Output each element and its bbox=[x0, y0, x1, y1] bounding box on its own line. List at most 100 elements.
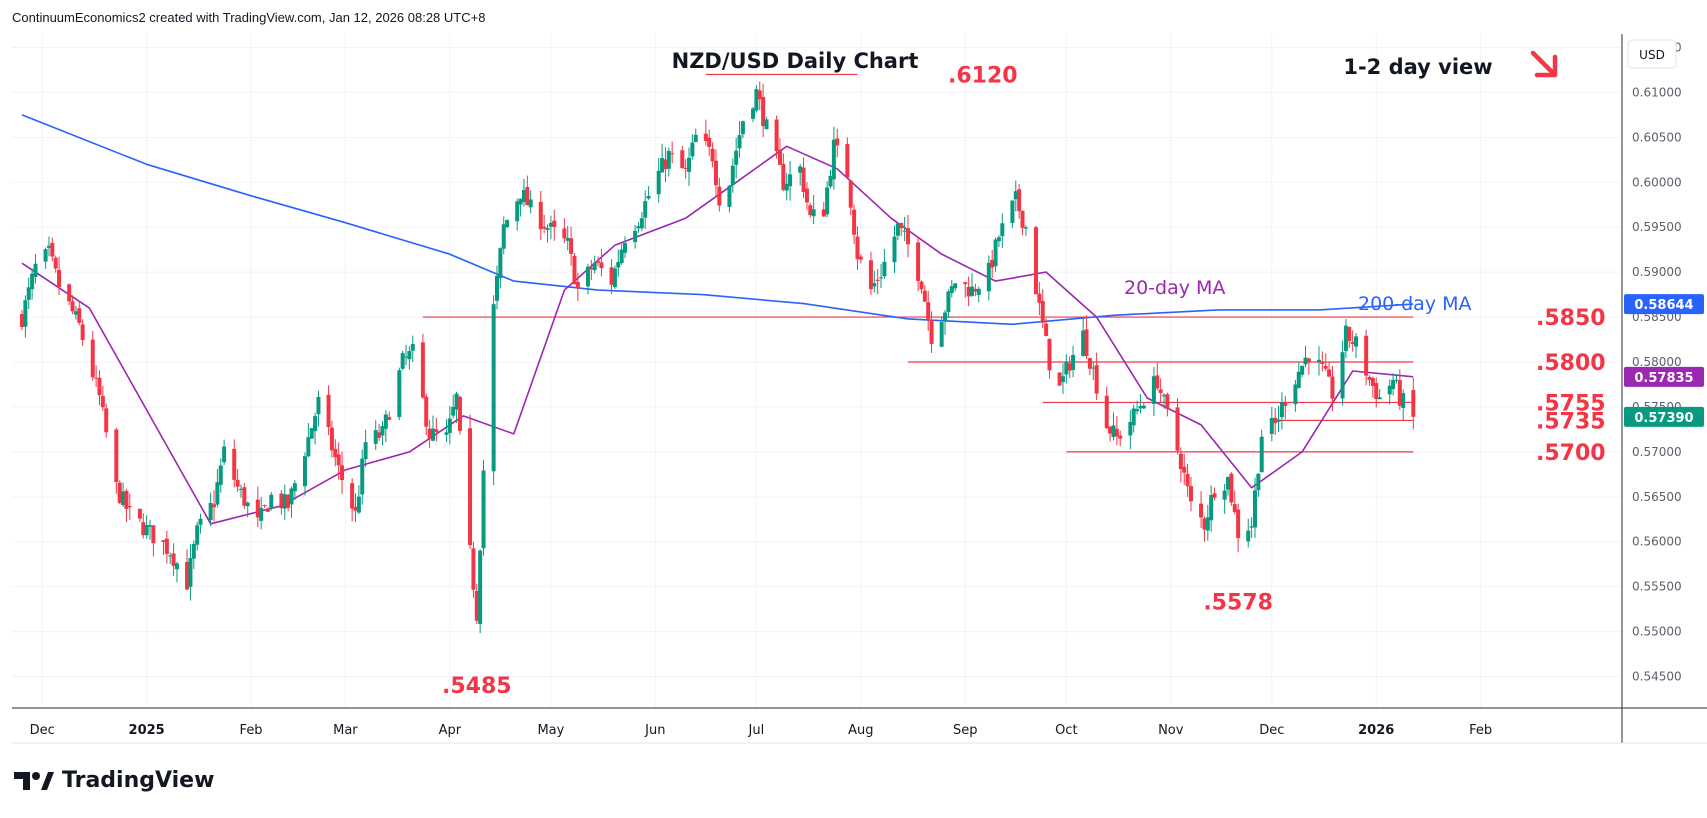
candle-body bbox=[1057, 372, 1062, 386]
candle-body bbox=[687, 157, 692, 172]
candle-body bbox=[788, 174, 793, 187]
candle-body bbox=[1397, 380, 1402, 406]
candle-body bbox=[404, 356, 409, 358]
candle-body bbox=[599, 262, 604, 269]
candle-body bbox=[1269, 418, 1274, 434]
y-tick-label: 0.59000 bbox=[1632, 265, 1682, 279]
candle-body bbox=[265, 508, 270, 512]
ma20-label: 20-day MA bbox=[1124, 277, 1225, 299]
tradingview-wordmark: TradingView bbox=[62, 768, 215, 793]
candle-body bbox=[100, 396, 105, 408]
candle-body bbox=[80, 324, 85, 340]
candle-body bbox=[740, 121, 745, 135]
candle-body bbox=[1252, 490, 1257, 528]
candle-body bbox=[289, 488, 294, 505]
candle-body bbox=[430, 428, 435, 441]
candle-body bbox=[494, 275, 499, 301]
candle-body bbox=[30, 273, 35, 290]
candle-body bbox=[1010, 200, 1015, 223]
candle-body bbox=[73, 311, 78, 315]
candle-body bbox=[680, 150, 685, 169]
candle-body bbox=[1034, 227, 1039, 295]
candle-body bbox=[831, 139, 836, 180]
candle-body bbox=[1323, 365, 1328, 369]
support-resistance-levels: .6120 .5850 .5800 .5755.5735 .5700 bbox=[422, 63, 1606, 466]
x-tick-label: Aug bbox=[848, 723, 873, 738]
candle-body bbox=[575, 281, 580, 289]
candle-body bbox=[821, 209, 826, 217]
candle-body bbox=[619, 249, 624, 264]
candle-body bbox=[852, 209, 857, 235]
candle-body bbox=[879, 277, 884, 279]
price-label: 0.57835 bbox=[1634, 371, 1693, 386]
candle-body bbox=[242, 487, 247, 506]
candle-body bbox=[572, 255, 577, 285]
candle-body bbox=[875, 279, 880, 281]
candle-body bbox=[70, 301, 75, 312]
candle-body bbox=[474, 590, 479, 621]
candle-body bbox=[67, 284, 72, 302]
candle-body bbox=[141, 522, 146, 536]
candle-body bbox=[20, 314, 24, 327]
x-tick-label: Nov bbox=[1158, 723, 1184, 738]
candle-body bbox=[387, 417, 392, 420]
y-tick-label: 0.56500 bbox=[1632, 490, 1682, 504]
candle-body bbox=[292, 483, 297, 492]
candle-body bbox=[845, 144, 850, 178]
candle-body bbox=[185, 561, 190, 590]
candle-body bbox=[454, 393, 459, 410]
candle-body bbox=[137, 508, 142, 519]
candle-body bbox=[1205, 517, 1210, 531]
level-label: .5700 bbox=[1536, 441, 1606, 466]
candle-body bbox=[1387, 385, 1392, 395]
y-tick-label: 0.55000 bbox=[1632, 625, 1682, 639]
level-label: .5755 bbox=[1536, 391, 1606, 416]
candle-body bbox=[781, 164, 786, 190]
candle-body bbox=[542, 226, 547, 229]
candle-body bbox=[636, 226, 641, 229]
candle-body bbox=[90, 339, 95, 378]
candle-body bbox=[713, 160, 718, 186]
candle-body bbox=[97, 377, 102, 396]
candle-body bbox=[1047, 338, 1052, 371]
candle-body bbox=[1118, 435, 1123, 439]
candle-body bbox=[1411, 390, 1416, 417]
candle-body bbox=[764, 119, 769, 130]
candle-body bbox=[57, 269, 62, 288]
candle-body bbox=[235, 479, 240, 487]
candle-body bbox=[545, 228, 550, 231]
candle-body bbox=[612, 268, 617, 288]
candle-body bbox=[1158, 389, 1163, 393]
candle-body bbox=[703, 133, 708, 141]
candle-body bbox=[1020, 210, 1025, 228]
candle-body bbox=[222, 446, 227, 463]
candle-body bbox=[562, 228, 567, 239]
x-tick-label: Sep bbox=[953, 723, 978, 738]
candle-body bbox=[427, 428, 432, 439]
candle-body bbox=[609, 267, 614, 285]
candle-body bbox=[1391, 380, 1396, 390]
x-tick-label: Mar bbox=[333, 723, 358, 738]
candle-body bbox=[761, 96, 766, 126]
candle-body bbox=[1350, 341, 1355, 344]
view-label: 1-2 day view bbox=[1343, 55, 1492, 79]
candle-body bbox=[1236, 509, 1241, 539]
candle-body bbox=[195, 525, 200, 545]
level-label: .5735 bbox=[1536, 409, 1606, 434]
x-tick-label: Feb bbox=[1469, 723, 1492, 738]
candle-body bbox=[313, 416, 318, 432]
candle-body bbox=[121, 491, 126, 505]
candle-body bbox=[552, 220, 557, 227]
candle-body bbox=[623, 243, 628, 253]
candle-body bbox=[164, 538, 169, 554]
tradingview-logo[interactable]: TradingView bbox=[14, 768, 214, 793]
candle-body bbox=[124, 490, 129, 509]
candle-body bbox=[919, 281, 924, 290]
candle-body bbox=[616, 261, 621, 268]
candle-body bbox=[1316, 359, 1321, 362]
candle-body bbox=[946, 291, 951, 313]
candle-body bbox=[1300, 365, 1305, 375]
tradingview-logo-icon bbox=[14, 771, 54, 790]
candle-body bbox=[218, 465, 223, 485]
